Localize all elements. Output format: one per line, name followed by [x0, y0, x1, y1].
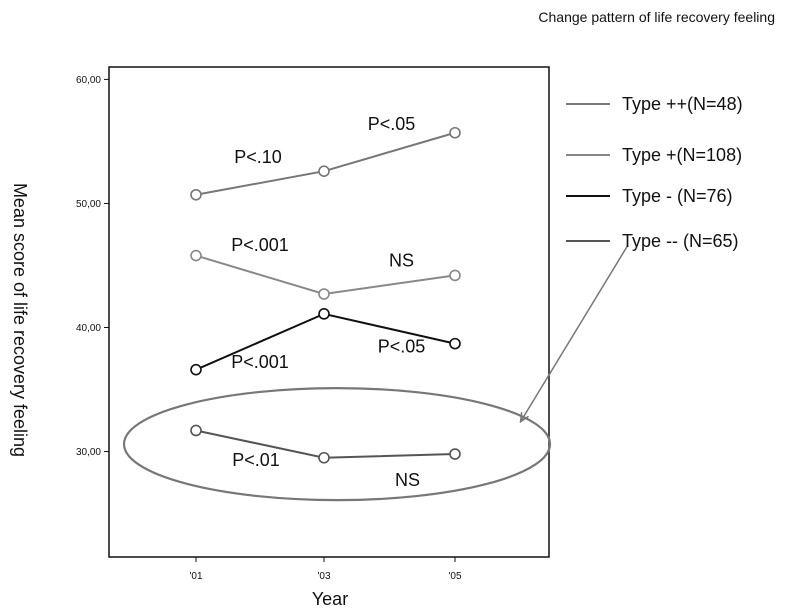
series-3 — [190, 308, 461, 376]
data-point — [449, 448, 461, 460]
significance-label: NS — [389, 251, 414, 271]
data-point — [190, 363, 202, 376]
highlight-layer — [122, 244, 629, 502]
legend: Type ++(N=48) Type +(N=108) Type - (N=76) T… — [566, 94, 743, 251]
data-point — [318, 451, 330, 464]
series-4 — [190, 424, 461, 464]
legend-label: Type -- (N=65) — [622, 231, 739, 251]
significance-label: P<.05 — [378, 337, 426, 357]
highlight-arrow — [521, 244, 629, 421]
legend-item: Type +(N=108) — [566, 145, 742, 165]
significance-label: P<.001 — [231, 235, 289, 255]
y-axis-title: Mean score of life recovery feeling — [10, 183, 30, 457]
plot-frame — [108, 66, 550, 558]
data-point — [318, 165, 330, 178]
plot-area: 60,00 50,00 40,00 30,00 '01 '03 '05 P<.10 P<.0… — [76, 66, 629, 582]
y-tick-label: 60,00 — [76, 75, 101, 86]
y-tick-label: 30,00 — [76, 447, 101, 458]
data-point — [449, 269, 461, 282]
data-point — [190, 424, 202, 437]
data-point — [190, 188, 202, 201]
data-point — [190, 249, 202, 262]
y-tick-label: 40,00 — [76, 323, 101, 334]
x-tick-label: '05 — [448, 571, 461, 582]
data-point — [318, 308, 330, 320]
significance-label: P<.10 — [234, 147, 282, 167]
legend-item: Type ++(N=48) — [566, 94, 743, 114]
x-axis-title: Year — [312, 589, 348, 609]
chart-title: Change pattern of life recovery feeling — [538, 9, 775, 25]
significance-label: P<.01 — [232, 450, 280, 470]
legend-label: Type +(N=108) — [622, 145, 742, 165]
y-axis-ticks: 60,00 50,00 40,00 30,00 — [76, 75, 109, 458]
legend-item: Type - (N=76) — [566, 186, 733, 206]
significance-label: P<.05 — [368, 114, 416, 134]
legend-label: Type ++(N=48) — [622, 94, 743, 114]
legend-item: Type -- (N=65) — [566, 231, 739, 251]
series-layer — [190, 126, 461, 464]
highlight-ellipse — [122, 387, 552, 502]
data-point — [449, 337, 461, 350]
y-tick-label: 50,00 — [76, 199, 101, 210]
legend-label: Type - (N=76) — [622, 186, 733, 206]
data-point — [449, 126, 461, 139]
significance-label: P<.001 — [231, 352, 289, 372]
series-1 — [190, 126, 461, 201]
series-line — [195, 254, 456, 296]
x-tick-label: '01 — [189, 571, 202, 582]
annotation-layer: P<.10 P<.05 P<.001 NS P<.001 P<.05 P<.01 NS — [231, 114, 425, 490]
series-2 — [190, 249, 461, 300]
x-tick-label: '03 — [317, 571, 330, 582]
data-point — [318, 288, 330, 300]
x-axis-ticks: '01 '03 '05 — [189, 557, 462, 582]
significance-label: NS — [395, 470, 420, 490]
